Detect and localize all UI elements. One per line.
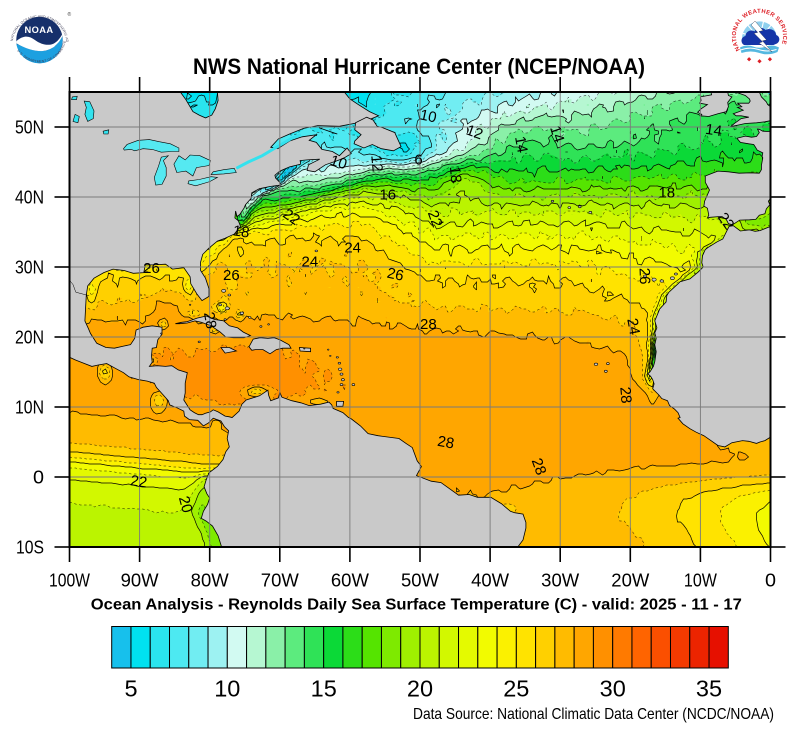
svg-text:5: 5 [124, 675, 137, 701]
svg-text:14: 14 [546, 124, 567, 145]
svg-text:26: 26 [636, 267, 654, 284]
svg-text:30N: 30N [15, 257, 44, 277]
svg-text:28: 28 [616, 386, 634, 404]
svg-text:28: 28 [528, 456, 550, 477]
svg-text:20W: 20W [611, 571, 649, 591]
svg-text:24: 24 [344, 240, 361, 257]
svg-text:10N: 10N [15, 397, 44, 417]
svg-text:10: 10 [328, 152, 349, 173]
svg-text:80W: 80W [191, 571, 229, 591]
svg-text:16: 16 [379, 186, 396, 203]
svg-text:20: 20 [407, 675, 433, 701]
svg-text:28: 28 [420, 316, 437, 333]
svg-text:26: 26 [385, 265, 405, 285]
svg-text:Ocean Analysis - Reynolds Dail: Ocean Analysis - Reynolds Daily Sea Surf… [91, 597, 742, 614]
svg-text:12: 12 [367, 154, 385, 172]
svg-text:10: 10 [214, 675, 240, 701]
svg-text:22: 22 [280, 205, 303, 228]
svg-text:12: 12 [464, 122, 485, 144]
svg-text:50W: 50W [401, 571, 439, 591]
svg-text:18: 18 [658, 184, 675, 201]
svg-text:10W: 10W [684, 571, 717, 591]
svg-text:NWS National Hurricane Center: NWS National Hurricane Center (NCEP/NOAA… [193, 54, 645, 79]
svg-text:18: 18 [446, 166, 464, 184]
svg-text:10: 10 [418, 106, 438, 126]
svg-text:14: 14 [511, 135, 531, 154]
svg-text:22: 22 [129, 472, 148, 491]
svg-text:30W: 30W [541, 571, 579, 591]
svg-text:25: 25 [503, 675, 529, 701]
svg-text:28: 28 [200, 311, 220, 330]
svg-text:60W: 60W [331, 571, 369, 591]
svg-text:70W: 70W [261, 571, 299, 591]
svg-text:26: 26 [223, 267, 240, 284]
svg-text:22: 22 [714, 209, 737, 232]
svg-text:14: 14 [704, 121, 723, 140]
svg-text:40W: 40W [471, 571, 509, 591]
svg-text:20: 20 [175, 494, 196, 515]
svg-text:0: 0 [33, 467, 44, 487]
svg-text:50N: 50N [15, 117, 44, 137]
svg-text:6: 6 [414, 151, 422, 168]
svg-text:0: 0 [765, 571, 776, 591]
svg-text:22: 22 [424, 208, 446, 229]
svg-text:10S: 10S [16, 537, 44, 557]
svg-text:®: ® [68, 11, 72, 18]
svg-text:90W: 90W [121, 571, 159, 591]
svg-text:15: 15 [311, 675, 337, 701]
svg-text:24: 24 [623, 317, 643, 336]
svg-text:Data Source: National Climatic: Data Source: National Climatic Data Cent… [413, 706, 774, 723]
svg-text:20N: 20N [15, 327, 44, 347]
svg-text:26: 26 [143, 260, 160, 277]
svg-text:30: 30 [600, 675, 626, 701]
svg-text:NOAA: NOAA [25, 25, 54, 35]
svg-text:24: 24 [302, 254, 319, 271]
svg-text:35: 35 [696, 675, 722, 701]
svg-text:28: 28 [436, 433, 455, 453]
svg-text:18: 18 [232, 222, 251, 241]
svg-text:40N: 40N [15, 187, 44, 207]
svg-text:100W: 100W [49, 571, 90, 591]
